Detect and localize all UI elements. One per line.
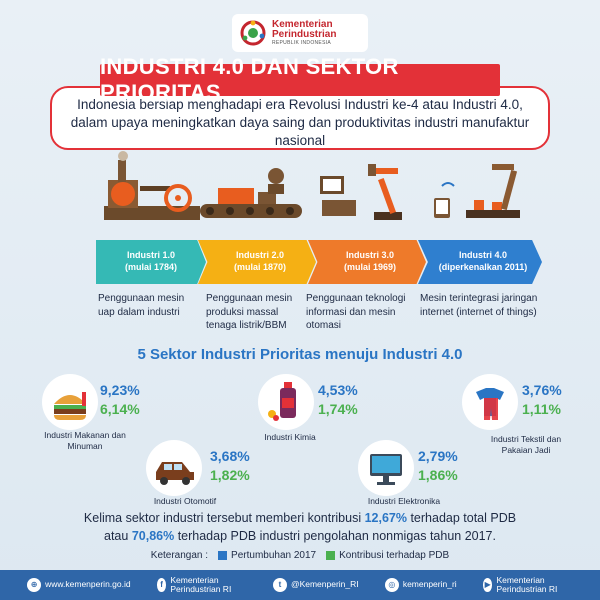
summary-part4: terhadap PDB industri pengolahan nonmiga… (174, 528, 496, 543)
footer-website-text: www.kemenperin.go.id (45, 579, 131, 590)
summary-part1: Kelima sektor industri tersebut memberi … (83, 511, 365, 525)
sector-chemical-contribution: 1,74% (318, 401, 358, 417)
summary-part2: terhadap total PDB (406, 511, 517, 525)
instagram-icon: ◎ (384, 578, 399, 592)
sector-textile-label: Industri Tekstil dan Pakaian Jadi (490, 434, 562, 456)
sector-chemical-growth: 4,53% (318, 382, 358, 398)
sector-electronics-growth: 2,79% (418, 448, 458, 464)
conveyor-illustration (200, 168, 302, 218)
sector-electronics-label: Industri Elektronika (367, 496, 441, 506)
legend-growth: Pertumbuhan 2017 (218, 550, 316, 561)
page-title-banner: INDUSTRI 4.0 DAN SEKTOR PRIORITAS (100, 54, 500, 105)
sector-food-label: Industri Makanan dan Minuman (44, 430, 126, 452)
summary-value-pdb: 12,67% (364, 511, 407, 525)
footer-youtube-text: Kementerian Perindustrian RI (496, 574, 558, 594)
timeline-period: (mulai 1969) (343, 262, 397, 272)
summary-value-nonmigas: 70,86% (131, 528, 175, 543)
legend-contribution-label: Kontribusi terhadap PDB (339, 550, 450, 561)
legend-growth-swatch (218, 550, 228, 560)
intro-box: Indonesia bersiap menghadapi era Revolus… (50, 86, 550, 150)
footer-facebook-text: Kementerian Perindustrian RI (170, 574, 232, 594)
sector-electronics-contribution: 1,86% (418, 467, 458, 483)
footer: ⊕ www.kemenperin.go.id f Kementerian Per… (0, 570, 600, 600)
sector-heading: 5 Sektor Industri Prioritas menuju Indus… (137, 346, 463, 363)
logo-line1: Kementerian (272, 18, 333, 30)
textile-icon (462, 374, 518, 430)
facebook-icon: f (156, 578, 167, 592)
sector-textile-contribution: 1,11% (522, 401, 561, 417)
footer-twitter[interactable]: t @Kemenperin_RI (272, 578, 359, 592)
sector-textile-growth: 3,76% (522, 382, 562, 398)
timeline-desc-4: Mesin terintegrasi jaringan internet (in… (420, 293, 538, 318)
timeline-name: Industri 1.0 (126, 250, 175, 261)
robot-arm-computer-illustration (320, 164, 402, 220)
footer-website[interactable]: ⊕ www.kemenperin.go.id (27, 578, 131, 592)
timeline-industri-4: Industri 4.0 (diperkenalkan 2011) (418, 240, 542, 284)
legend-title: Keterangan : (150, 550, 209, 561)
monitor-icon (358, 440, 414, 496)
kemenperin-logo: Kementerian Perindustrian REPUBLIK INDON… (232, 14, 368, 52)
page-title: INDUSTRI 4.0 DAN SEKTOR PRIORITAS (100, 54, 399, 105)
sector-food-contribution: 6,14% (100, 401, 140, 417)
sector-chemical-label: Industri Kimia (264, 432, 316, 442)
summary-part3: atau (104, 528, 132, 543)
legend-contribution-swatch (326, 550, 336, 560)
footer-youtube[interactable]: ▶ Kementerian Perindustrian RI (482, 574, 573, 595)
youtube-icon: ▶ (482, 578, 493, 592)
steam-engine-illustration (104, 151, 200, 220)
timeline-name: Industri 4.0 (458, 250, 507, 261)
timeline-industri-1: Industri 1.0 (mulai 1784) (96, 240, 206, 284)
timeline-name: Industri 2.0 (235, 250, 284, 261)
summary-text: Kelima sektor industri tersebut memberi … (40, 510, 560, 545)
globe-icon: ⊕ (27, 578, 42, 592)
footer-instagram[interactable]: ◎ kemenperin_ri (384, 578, 457, 592)
food-icon (42, 374, 98, 430)
legend-growth-label: Pertumbuhan 2017 (231, 550, 317, 561)
timeline-period: (diperkenalkan 2011) (438, 262, 528, 272)
sector-auto-growth: 3,68% (210, 448, 250, 464)
iot-robot-illustration (434, 164, 520, 218)
footer-facebook[interactable]: f Kementerian Perindustrian RI (156, 574, 247, 595)
logo-line2: Perindustrian (272, 29, 337, 41)
sector-food-growth: 9,23% (100, 382, 140, 398)
timeline-period: (mulai 1784) (124, 262, 178, 272)
sector-auto-label: Industri Otomotif (153, 496, 217, 506)
intro-text: Indonesia bersiap menghadapi era Revolus… (70, 96, 530, 149)
timeline-name: Industri 3.0 (345, 250, 394, 261)
logo-mark-icon (240, 20, 266, 46)
legend-contribution: Kontribusi terhadap PDB (326, 550, 449, 561)
timeline-industri-2: Industri 2.0 (mulai 1870) (198, 240, 316, 284)
legend: Keterangan : Pertumbuhan 2017 Kontribusi… (0, 550, 600, 561)
timeline-industri-3: Industri 3.0 (mulai 1969) (308, 240, 426, 284)
car-icon (146, 440, 202, 496)
chemical-icon (258, 374, 314, 430)
timeline-desc-2: Penggunaan mesin produksi massal tenaga … (206, 293, 293, 331)
timeline-desc-1: Penggunaan mesin uap dalam industri (98, 293, 185, 318)
footer-instagram-text: kemenperin_ri (402, 579, 457, 590)
footer-twitter-text: @Kemenperin_RI (290, 579, 359, 590)
timeline-desc-3: Penggunaan teknologi informasi dan mesin… (306, 293, 406, 331)
sector-auto-contribution: 1,82% (210, 467, 250, 483)
logo-line3: REPUBLIK INDONESIA (272, 39, 332, 46)
twitter-icon: t (272, 578, 287, 592)
timeline-period: (mulai 1870) (233, 262, 287, 272)
